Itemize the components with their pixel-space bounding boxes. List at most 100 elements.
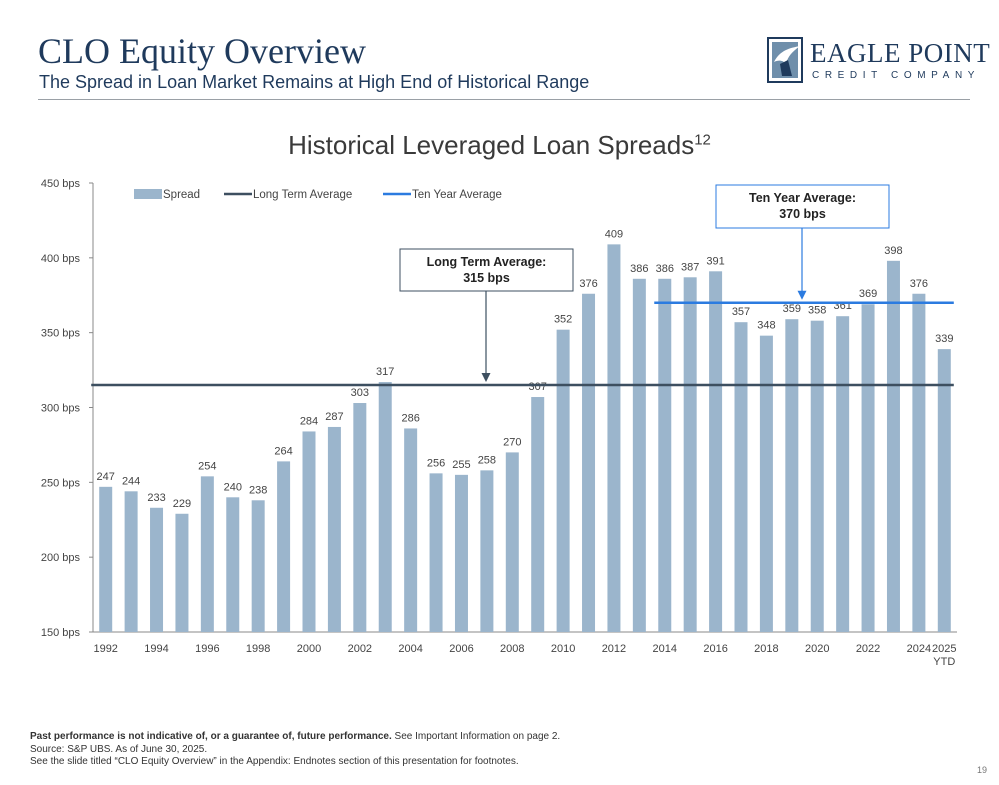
x-tick-label: 2024 [907, 643, 931, 655]
data-label: 307 [529, 381, 547, 393]
legend-label-long-term-average: Long Term Average [253, 189, 352, 201]
data-label: 357 [732, 306, 750, 318]
data-label: 386 [630, 263, 648, 275]
bar-2018 [759, 335, 773, 632]
data-label: 352 [554, 314, 572, 326]
bar-1997 [226, 497, 240, 632]
bar-2023 [886, 260, 900, 632]
bar-2005 [429, 473, 443, 632]
x-tick-label: 1998 [246, 643, 270, 655]
bar-2010 [556, 329, 570, 632]
page-number: 19 [976, 765, 987, 775]
data-label: 358 [808, 305, 826, 317]
company-logo: EAGLE POINT CREDIT COMPANY [766, 34, 990, 84]
bar-2024 [912, 293, 926, 632]
long-term-average-callout-line1: Long Term Average: [427, 255, 547, 269]
bar-2016 [709, 271, 723, 632]
x-tick-label: 2025 [932, 643, 956, 655]
x-tick-label: 2010 [551, 643, 575, 655]
y-tick-label: 350 bps [41, 328, 81, 340]
x-tick-label: 2014 [653, 643, 677, 655]
x-tick-label: 2006 [449, 643, 473, 655]
long-term-average-callout-arrowhead [481, 373, 491, 383]
data-label: 339 [935, 333, 953, 345]
bar-2015 [683, 277, 697, 632]
bar-2009 [531, 397, 545, 632]
bar-2017 [734, 322, 748, 632]
x-tick-label: 2000 [297, 643, 321, 655]
bar-2025-ytd [937, 349, 951, 632]
y-tick-label: 250 bps [41, 477, 81, 489]
data-label: 376 [910, 278, 928, 290]
data-label: 255 [452, 459, 470, 471]
data-label: 254 [198, 460, 216, 472]
bar-2006 [454, 474, 468, 632]
x-tick-label: 2008 [500, 643, 524, 655]
bar-2008 [505, 452, 519, 632]
ten-year-average-callout-line1: Ten Year Average: [749, 191, 856, 205]
eagle-icon [767, 37, 803, 83]
data-label: 317 [376, 366, 394, 378]
data-label: 287 [325, 411, 343, 423]
bar-2003 [378, 382, 392, 632]
endnote: See the slide titled “CLO Equity Overvie… [30, 756, 519, 767]
legend-label-spread: Spread [163, 189, 200, 201]
x-tick-label: 2004 [398, 643, 422, 655]
bar-1994 [150, 507, 164, 632]
bar-2019 [785, 319, 799, 632]
x-tick-label: 1992 [93, 643, 117, 655]
data-label: 238 [249, 484, 267, 496]
data-label: 391 [706, 255, 724, 267]
ten-year-average-callout-line2: 370 bps [779, 207, 826, 221]
x-tick-label: 1994 [144, 643, 168, 655]
bar-2011 [582, 293, 596, 632]
page-title: CLO Equity Overview [38, 31, 366, 71]
long-term-average-callout-line2: 315 bps [463, 271, 510, 285]
disclaimer-bold: Past performance is not indicative of, o… [30, 731, 392, 742]
data-label: 387 [681, 261, 699, 273]
bar-1999 [277, 461, 291, 632]
data-label: 376 [579, 278, 597, 290]
data-label: 244 [122, 475, 140, 487]
data-label: 240 [224, 481, 242, 493]
header-divider [38, 99, 970, 100]
y-tick-label: 150 bps [41, 627, 81, 639]
disclaimer-rest: See Important Information on page 2. [391, 731, 561, 742]
data-label: 233 [147, 492, 165, 504]
x-tick-label: 1996 [195, 643, 219, 655]
ten-year-average-callout-box [715, 184, 890, 229]
x-tick-label-line2: YTD [933, 656, 955, 668]
bar-1992 [99, 486, 113, 632]
y-tick-label: 200 bps [41, 552, 81, 564]
bar-2014 [658, 278, 672, 632]
data-label: 258 [478, 454, 496, 466]
chart-title: Historical Leveraged Loan Spreads12 [0, 130, 999, 161]
bar-2000 [302, 431, 316, 632]
data-label: 286 [401, 412, 419, 424]
bar-1995 [175, 513, 189, 632]
logo-name: EAGLE POINT [810, 38, 991, 68]
data-label: 359 [783, 303, 801, 315]
x-tick-label: 2018 [754, 643, 778, 655]
bar-1998 [251, 500, 265, 632]
page-subtitle: The Spread in Loan Market Remains at Hig… [39, 72, 590, 92]
data-label: 284 [300, 415, 318, 427]
legend-swatch-spread [134, 189, 162, 199]
data-label: 256 [427, 457, 445, 469]
logo-tagline: CREDIT COMPANY [812, 70, 981, 81]
bar-2007 [480, 470, 494, 632]
loan-spreads-chart: 150 bps 200 bps 250 bps 300 bps 350 bps 400 b… [41, 178, 957, 668]
source-note: Source: S&P UBS. As of June 30, 2025. [30, 743, 208, 755]
bar-2002 [353, 403, 367, 632]
data-label: 270 [503, 436, 521, 448]
x-tick-label: 2002 [348, 643, 372, 655]
y-tick-label: 400 bps [41, 253, 81, 265]
data-label: 386 [656, 263, 674, 275]
bar-1993 [124, 491, 138, 632]
x-tick-label: 2016 [703, 643, 727, 655]
x-tick-label: 2020 [805, 643, 829, 655]
y-tick-label: 450 bps [41, 178, 81, 190]
bar-2022 [861, 304, 875, 632]
long-term-average-callout-box [399, 248, 574, 292]
y-tick-label: 300 bps [41, 403, 81, 415]
